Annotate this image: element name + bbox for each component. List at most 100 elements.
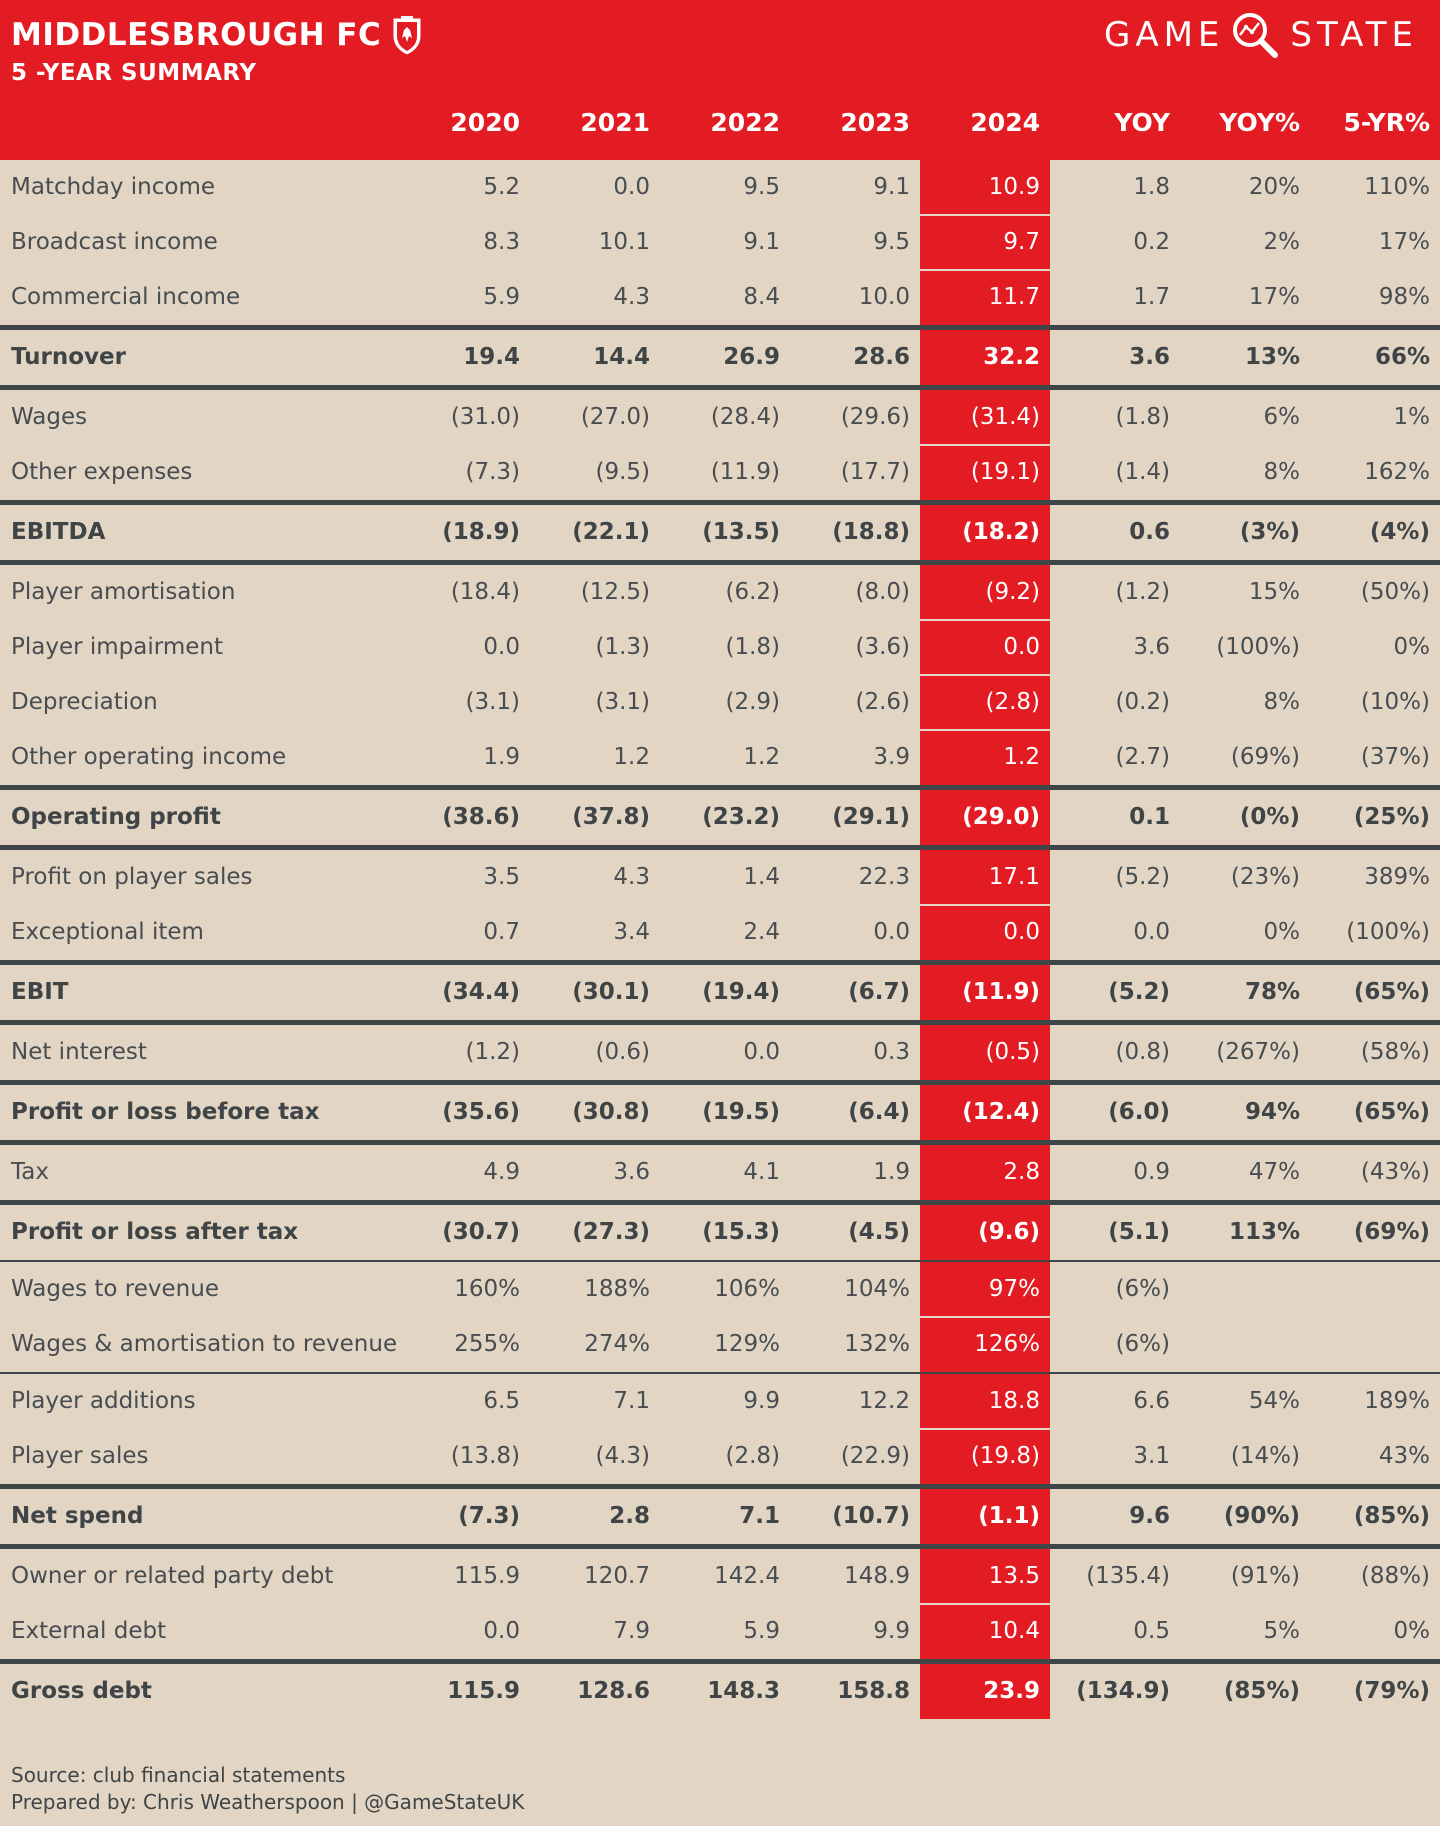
table-row: External debt 0.0 7.9 5.9 9.9 10.4 0.5 5% 0% — [0, 1604, 1440, 1659]
table-row: Wages to revenue 160% 188% 106% 104% 97% (6%) — [0, 1262, 1440, 1317]
cell-cyoy: (135.4) — [1086, 1563, 1170, 1589]
cell-cyoy: 9.6 — [1129, 1503, 1170, 1529]
row-label: Player sales — [11, 1443, 149, 1469]
financial-table: Matchday income 5.2 0.0 9.5 9.1 10.9 1.8 20% 110… — [0, 160, 1440, 1719]
cell-c5yr: (50%) — [1360, 579, 1430, 605]
cell-c2020: (31.0) — [450, 404, 520, 430]
cell-c2021: 188% — [584, 1276, 650, 1302]
cell-c2020: (3.1) — [465, 689, 520, 715]
cell-c2021: (27.3) — [572, 1219, 650, 1245]
cell-c2020: 0.0 — [483, 634, 520, 660]
cell-cyoy: 0.5 — [1133, 1618, 1170, 1644]
table-row: Player amortisation (18.4) (12.5) (6.2) (8.0… — [0, 565, 1440, 620]
cell-c2024: (11.9) — [962, 979, 1040, 1005]
cell-c5yr: (100%) — [1346, 919, 1430, 945]
table-row: Wages (31.0) (27.0) (28.4) (29.6) (31.4) (1.8)… — [0, 390, 1440, 445]
row-label: Operating profit — [11, 804, 221, 830]
cell-cyoy: (6%) — [1115, 1276, 1170, 1302]
cell-c2022: (19.5) — [702, 1099, 780, 1125]
cell-c2021: 14.4 — [593, 344, 650, 370]
cell-c2022: 9.9 — [743, 1388, 780, 1414]
cell-cyoyp: (3%) — [1239, 519, 1300, 545]
cell-c2023: (29.1) — [832, 804, 910, 830]
cell-c2024: (19.8) — [970, 1443, 1040, 1469]
cell-cyoyp: 2% — [1263, 229, 1301, 255]
column-header-c2020: 2020 — [450, 108, 520, 137]
table-row: Tax 4.9 3.6 4.1 1.9 2.8 0.9 47% (43%) — [0, 1145, 1440, 1200]
cell-c2022: (2.9) — [725, 689, 780, 715]
cell-c2024: (19.1) — [970, 459, 1040, 485]
row-separator — [0, 385, 1440, 390]
cell-c2020: 1.9 — [483, 744, 520, 770]
cell-c2024: 17.1 — [988, 864, 1040, 890]
cell-cyoy: 6.6 — [1133, 1388, 1170, 1414]
highlight-divider — [920, 1428, 1050, 1430]
cell-cyoy: (5.2) — [1108, 979, 1170, 1005]
cell-c2022: 106% — [714, 1276, 780, 1302]
cell-c2022: (6.2) — [725, 579, 780, 605]
row-label: Net interest — [11, 1039, 147, 1065]
cell-c2024: (1.1) — [978, 1503, 1040, 1529]
cell-c2024: 32.2 — [983, 344, 1040, 370]
cell-c2023: (18.8) — [832, 519, 910, 545]
cell-c2023: (4.5) — [848, 1219, 910, 1245]
cell-c2021: (3.1) — [595, 689, 650, 715]
cell-c2024: (0.5) — [985, 1039, 1040, 1065]
cell-c2020: 3.5 — [483, 864, 520, 890]
cell-c2022: 5.9 — [743, 1618, 780, 1644]
cell-cyoy: 0.9 — [1133, 1159, 1170, 1185]
row-label: Owner or related party debt — [11, 1563, 334, 1589]
cell-c2021: (9.5) — [595, 459, 650, 485]
cell-c2024: 0.0 — [1003, 919, 1040, 945]
highlight-divider — [920, 674, 1050, 676]
cell-cyoyp: (85%) — [1223, 1678, 1300, 1704]
table-row: Net spend (7.3) 2.8 7.1 (10.7) (1.1) 9.6 (90%) (… — [0, 1489, 1440, 1544]
cell-cyoyp: (23%) — [1230, 864, 1300, 890]
cell-c2021: (30.8) — [572, 1099, 650, 1125]
footer: Source: club financial statements Prepar… — [11, 1762, 524, 1816]
cell-c2024: (9.2) — [985, 579, 1040, 605]
cell-cyoy: 0.1 — [1129, 804, 1170, 830]
cell-c2024: 23.9 — [983, 1678, 1040, 1704]
cell-c2020: (38.6) — [442, 804, 520, 830]
row-label: Player impairment — [11, 634, 223, 660]
cell-c5yr: 189% — [1364, 1388, 1430, 1414]
cell-cyoyp: 47% — [1248, 1159, 1300, 1185]
row-separator — [0, 1544, 1440, 1549]
prepared-by: Prepared by: Chris Weatherspoon | @GameS… — [11, 1790, 525, 1814]
row-separator — [0, 960, 1440, 965]
cell-cyoy: 1.7 — [1133, 284, 1170, 310]
cell-c2020: 255% — [454, 1331, 520, 1357]
cell-c2022: (28.4) — [710, 404, 780, 430]
cell-c2020: 0.7 — [483, 919, 520, 945]
row-label: Wages to revenue — [11, 1276, 219, 1302]
cell-c2022: (23.2) — [702, 804, 780, 830]
cell-c5yr: (37%) — [1360, 744, 1430, 770]
highlight-divider — [920, 214, 1050, 216]
highlight-divider — [920, 1603, 1050, 1605]
cell-c2020: 115.9 — [454, 1563, 520, 1589]
cell-c2022: 4.1 — [743, 1159, 780, 1185]
row-label: Profit or loss before tax — [11, 1099, 320, 1125]
row-separator — [0, 1020, 1440, 1025]
cell-cyoyp: (267%) — [1216, 1039, 1300, 1065]
cell-c2023: 158.8 — [837, 1678, 910, 1704]
row-label: Commercial income — [11, 284, 241, 310]
table-row: Profit or loss before tax (35.6) (30.8) (19… — [0, 1085, 1440, 1140]
cell-cyoyp: 6% — [1263, 404, 1301, 430]
row-label: Matchday income — [11, 174, 216, 200]
cell-c2020: (13.8) — [450, 1443, 520, 1469]
cell-cyoy: 0.0 — [1133, 919, 1170, 945]
cell-c2024: 13.5 — [988, 1563, 1040, 1589]
cell-cyoyp: 20% — [1248, 174, 1300, 200]
row-label: Tax — [11, 1159, 49, 1185]
highlight-divider — [920, 1316, 1050, 1318]
cell-c2024: 0.0 — [1003, 634, 1040, 660]
cell-c2021: 1.2 — [613, 744, 650, 770]
cell-cyoyp: 13% — [1244, 344, 1300, 370]
cell-cyoy: 3.1 — [1133, 1443, 1170, 1469]
cell-cyoy: (1.4) — [1115, 459, 1170, 485]
column-header-cyoy: YOY — [1114, 108, 1170, 137]
cell-c2021: 10.1 — [598, 229, 650, 255]
cell-c5yr: (65%) — [1353, 1099, 1430, 1125]
